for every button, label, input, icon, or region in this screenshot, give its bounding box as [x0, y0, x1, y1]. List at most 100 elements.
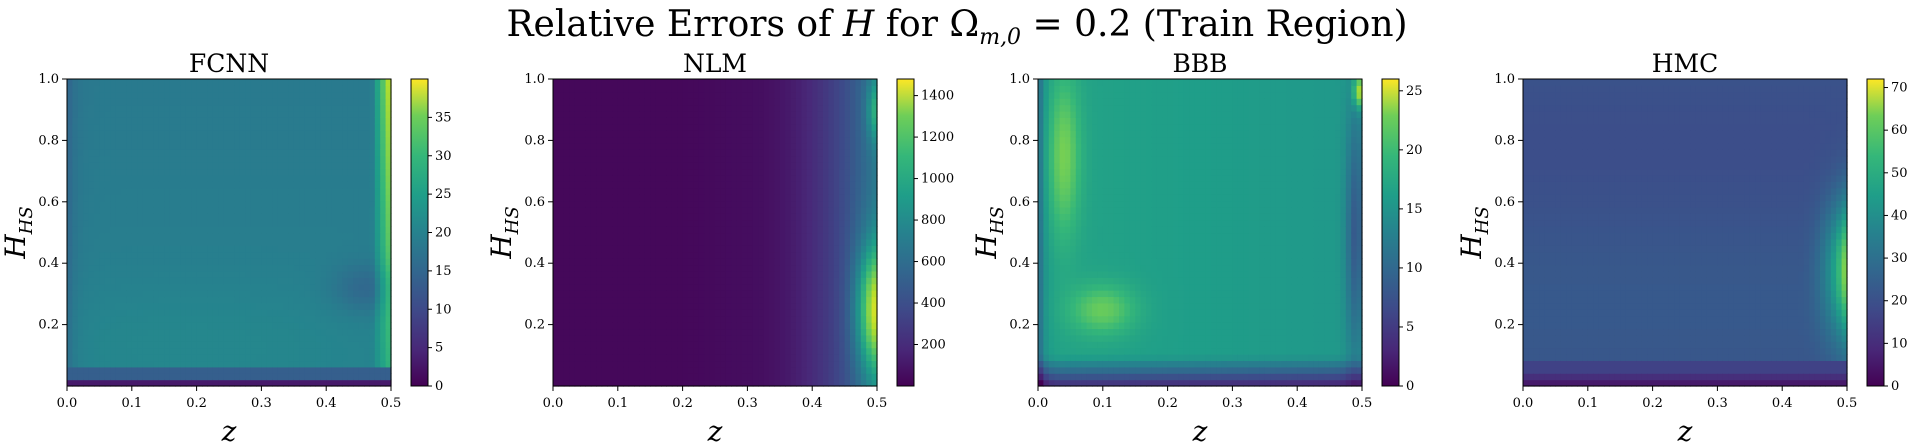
- heatmap-cell: [272, 309, 279, 317]
- heatmap-cell: [358, 258, 365, 266]
- heatmap-cell: [769, 251, 775, 259]
- heatmap-cell: [671, 168, 678, 176]
- heatmap-cell: [374, 187, 381, 195]
- heatmap-cell: [207, 283, 214, 291]
- heatmap-cell: [164, 149, 171, 157]
- heatmap-cell: [245, 379, 252, 387]
- heatmap-cell: [326, 341, 333, 349]
- heatmap-cell: [83, 142, 90, 150]
- heatmap-cell: [310, 341, 316, 349]
- heatmap-cell: [223, 123, 230, 131]
- heatmap-cell: [277, 245, 284, 253]
- heatmap-cell: [628, 283, 635, 291]
- heatmap-cell: [288, 290, 295, 298]
- heatmap-cell: [212, 142, 219, 150]
- heatmap-cell: [580, 379, 586, 387]
- heatmap-cell: [688, 194, 694, 202]
- heatmap-cell: [369, 110, 376, 118]
- heatmap-cell: [639, 98, 646, 106]
- heatmap-cell: [148, 181, 154, 189]
- heatmap-cell: [299, 232, 306, 240]
- heatmap-cell: [88, 334, 95, 342]
- heatmap-cell: [104, 360, 111, 368]
- heatmap-cell: [250, 258, 257, 266]
- heatmap-cell: [704, 155, 711, 163]
- heatmap-cell: [283, 206, 289, 214]
- heatmap-cell: [650, 354, 657, 362]
- heatmap-cell: [115, 187, 122, 195]
- heatmap-cell: [650, 334, 657, 342]
- heatmap-cell: [634, 200, 640, 208]
- heatmap-cell: [272, 110, 279, 118]
- heatmap-cell: [347, 379, 354, 387]
- heatmap-cell: [369, 181, 376, 189]
- heatmap-cell: [628, 123, 635, 131]
- heatmap-cell: [196, 98, 203, 106]
- heatmap-cell: [385, 149, 392, 157]
- heatmap-cell: [67, 251, 73, 259]
- heatmap-cell: [569, 251, 576, 259]
- heatmap-cell: [148, 187, 154, 195]
- heatmap-cell: [634, 136, 640, 144]
- heatmap-cell: [639, 277, 646, 285]
- heatmap-cell: [153, 373, 160, 381]
- heatmap-cell: [164, 174, 171, 182]
- heatmap-cell: [299, 245, 306, 253]
- heatmap-cell: [99, 245, 106, 253]
- heatmap-cell: [250, 194, 257, 202]
- heatmap-cell: [99, 200, 106, 208]
- heatmap-cell: [623, 213, 630, 221]
- heatmap-cell: [655, 206, 662, 214]
- heatmap-cell: [634, 264, 640, 272]
- heatmap-cell: [736, 219, 743, 227]
- heatmap-cell: [688, 354, 694, 362]
- heatmap-cell: [369, 232, 376, 240]
- heatmap-cell: [736, 264, 743, 272]
- heatmap-cell: [742, 328, 748, 336]
- heatmap-cell: [747, 258, 754, 266]
- heatmap-cell: [769, 91, 775, 99]
- heatmap-cell: [742, 366, 748, 374]
- heatmap-cell: [315, 328, 322, 336]
- heatmap-cell: [563, 302, 570, 310]
- heatmap-cell: [202, 373, 208, 381]
- heatmap-cell: [131, 264, 138, 272]
- heatmap-cell: [158, 360, 165, 368]
- heatmap-cell: [671, 117, 678, 125]
- heatmap-cell: [569, 155, 576, 163]
- heatmap-cell: [272, 354, 279, 362]
- heatmap-cell: [612, 91, 619, 99]
- heatmap-cell: [736, 315, 743, 323]
- heatmap-cell: [342, 264, 349, 272]
- heatmap-cell: [115, 334, 122, 342]
- heatmap-cell: [752, 290, 759, 298]
- heatmap-cell: [779, 238, 786, 246]
- heatmap-cell: [769, 283, 775, 291]
- heatmap-cell: [326, 174, 333, 182]
- heatmap-cell: [747, 283, 754, 291]
- heatmap-cell: [596, 155, 603, 163]
- heatmap-cell: [688, 104, 694, 112]
- heatmap-cell: [153, 91, 160, 99]
- heatmap-cell: [709, 142, 716, 150]
- heatmap-cell: [364, 98, 370, 106]
- heatmap-cell: [558, 258, 565, 266]
- heatmap-cell: [369, 123, 376, 131]
- heatmap-cell: [99, 168, 106, 176]
- heatmap-cell: [574, 174, 581, 182]
- heatmap-cell: [612, 373, 619, 381]
- heatmap-cell: [601, 219, 608, 227]
- heatmap-cell: [342, 258, 349, 266]
- heatmap-cell: [661, 258, 667, 266]
- heatmap-cell: [779, 270, 786, 278]
- heatmap-cell: [256, 360, 262, 368]
- heatmap-cell: [126, 174, 133, 182]
- heatmap-cell: [374, 347, 381, 355]
- heatmap-cell: [742, 123, 748, 131]
- heatmap-cell: [131, 354, 138, 362]
- heatmap-cell: [315, 283, 322, 291]
- heatmap-cell: [693, 366, 700, 374]
- heatmap-cell: [272, 79, 279, 86]
- heatmap-cell: [158, 130, 165, 138]
- heatmap-cell: [698, 174, 705, 182]
